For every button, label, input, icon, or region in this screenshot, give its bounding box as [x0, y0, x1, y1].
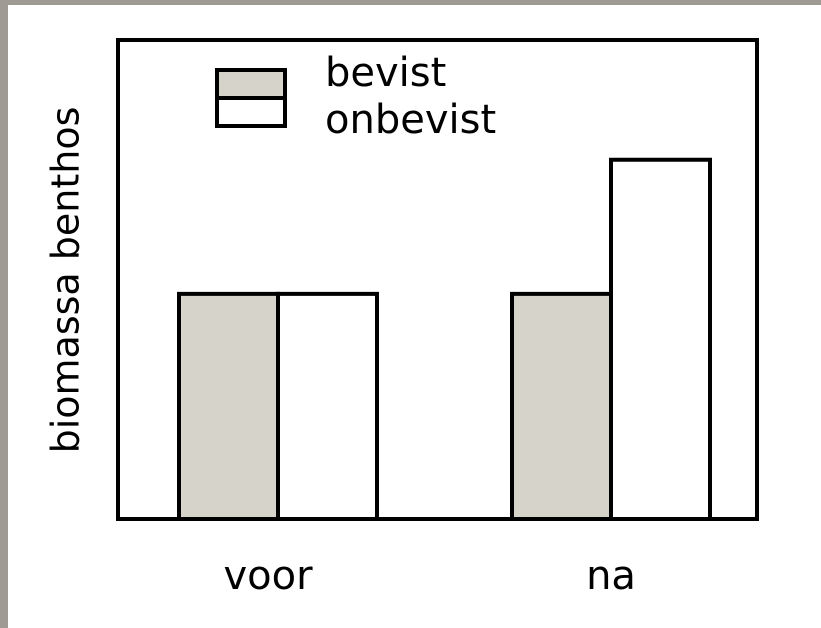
x-tick-label: voor — [223, 553, 313, 599]
legend-swatch — [215, 96, 287, 128]
bar — [609, 157, 712, 521]
bar — [276, 291, 379, 521]
legend-label: bevist — [325, 50, 446, 96]
legend-label: onbevist — [325, 97, 496, 143]
bar — [510, 291, 613, 521]
bar — [177, 291, 280, 521]
plot-frame — [116, 38, 759, 521]
left-border — [0, 0, 8, 628]
legend-swatch — [215, 68, 287, 100]
y-axis-label: biomassa benthos — [44, 107, 88, 454]
x-tick-label: na — [586, 553, 636, 599]
top-border — [0, 0, 821, 5]
